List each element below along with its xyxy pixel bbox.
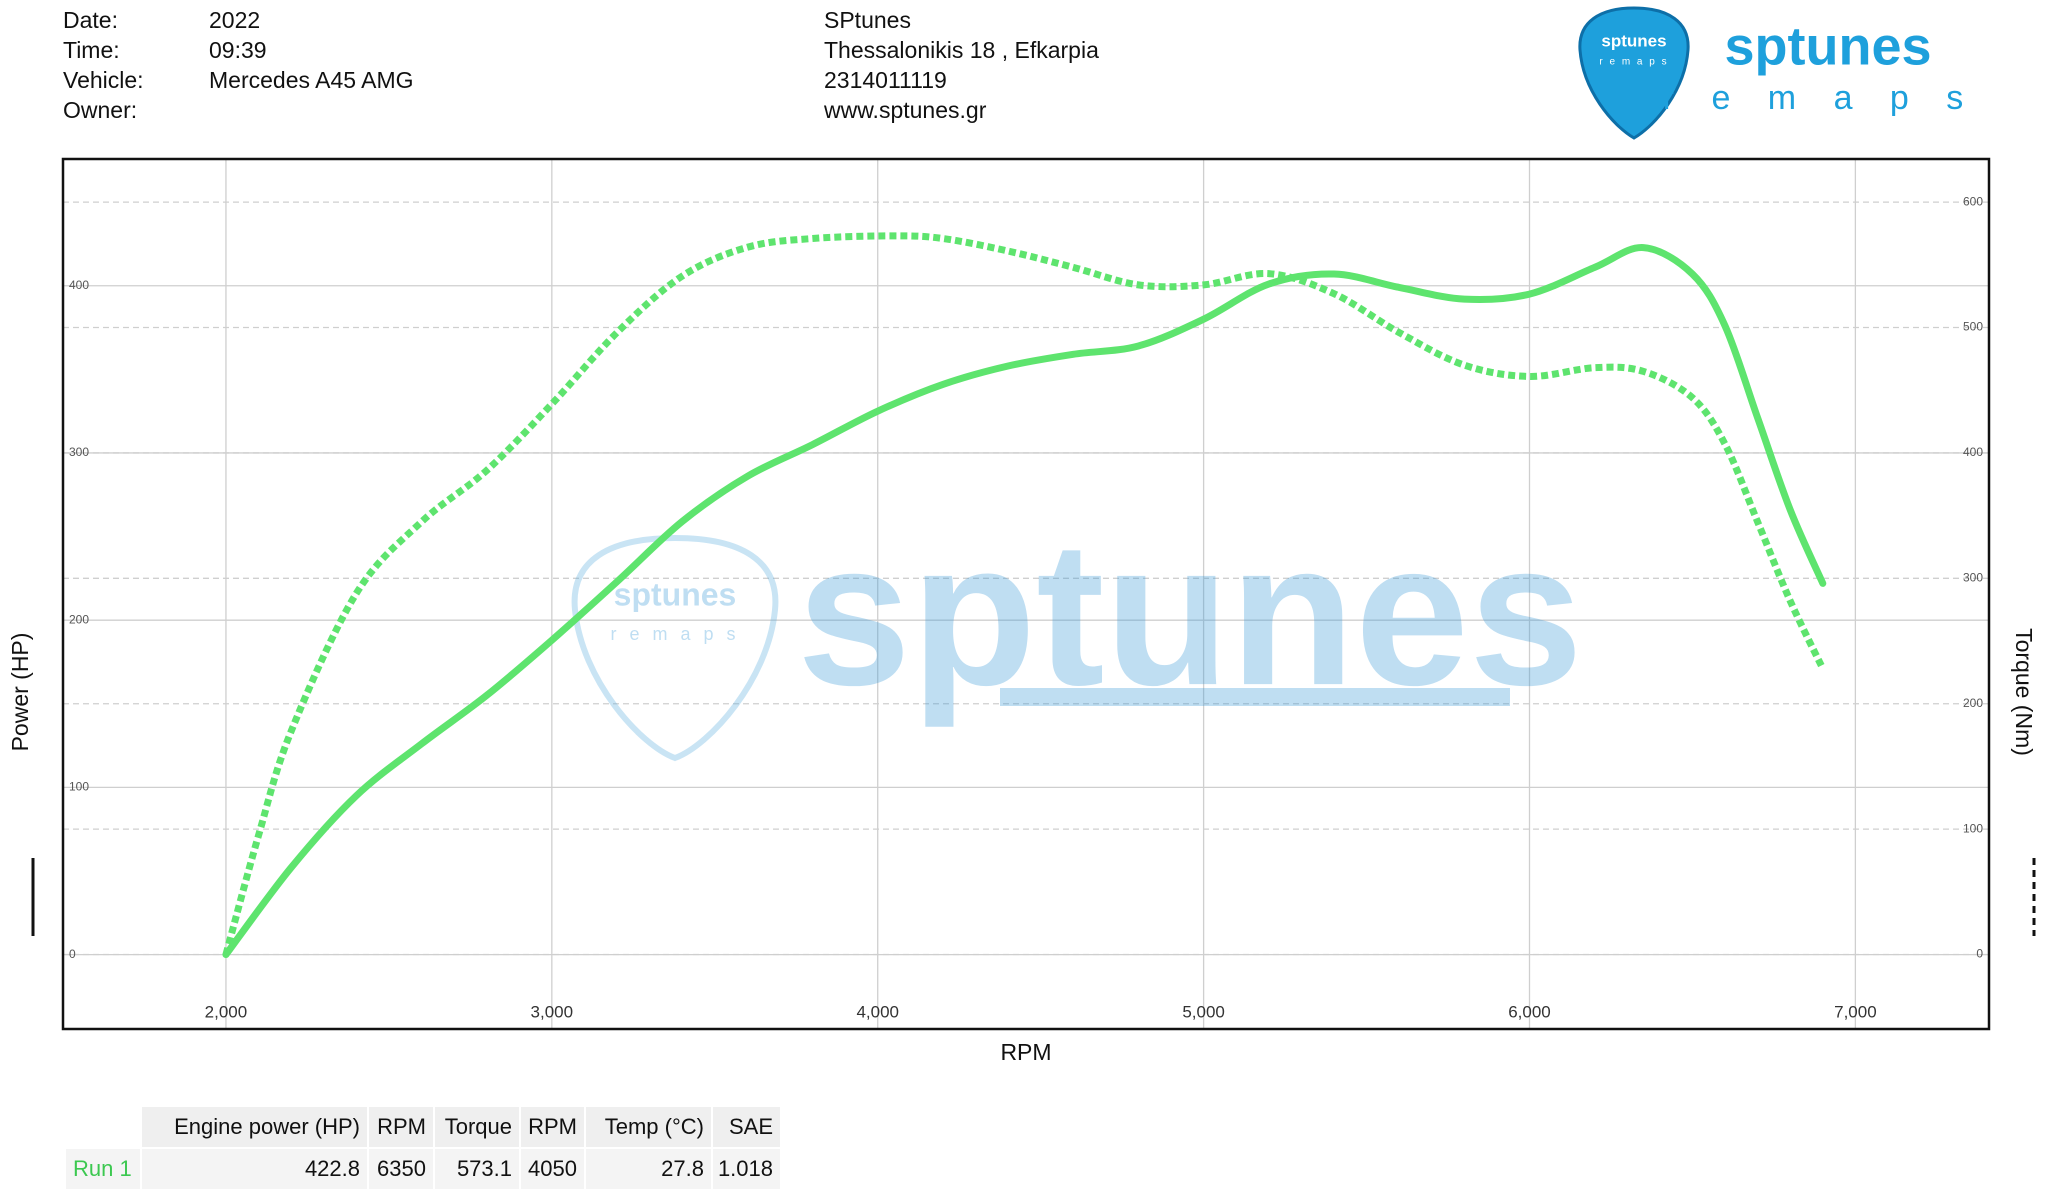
company-line: www.sptunes.gr (823, 97, 987, 123)
table-value: 6350 (377, 1156, 426, 1181)
header-label: Vehicle: (63, 67, 144, 93)
watermark-tagline: r e m a p s (610, 624, 739, 644)
watermark-shield (571, 534, 779, 762)
x-tick-label: 4,000 (856, 1002, 899, 1021)
watermark: sptunes r e m a p s sptunes (571, 499, 1583, 762)
y-tick-label: 100 (69, 780, 89, 794)
x-tick-label: 2,000 (205, 1002, 248, 1021)
table-header-cell (142, 1107, 367, 1147)
watermark-text: sptunes (797, 499, 1583, 728)
y2-axis-title: Torque (Nm) (2011, 628, 2037, 756)
x-tick-label: 7,000 (1834, 1002, 1877, 1021)
y2-tick-label: 100 (1963, 821, 1983, 835)
table-header: Temp (°C) (605, 1114, 704, 1139)
company-line: Thessalonikis 18 , Efkarpia (824, 37, 1099, 63)
y-tick-label: 400 (69, 278, 89, 292)
table-cell (713, 1149, 780, 1189)
table-cell (435, 1149, 519, 1189)
table-cell (369, 1149, 433, 1189)
table-header: RPM (528, 1114, 577, 1139)
run-name: Run 1 (73, 1156, 132, 1181)
y2-tick-label: 200 (1963, 696, 1983, 710)
table-header: SAE (729, 1114, 773, 1139)
table-header-cell (713, 1107, 780, 1147)
logo-tagline: r e m a p s (1663, 79, 1978, 117)
logo: sptunes r e m a p s sptunes r e m a p s (1578, 6, 1978, 140)
logo-shield-name: sptunes (1601, 31, 1666, 50)
table-cell (142, 1149, 367, 1189)
x-tick-label: 3,000 (531, 1002, 574, 1021)
table-value: 573.1 (457, 1156, 512, 1181)
watermark-underline (1000, 688, 1510, 706)
header-label: Time: (63, 37, 120, 63)
table-value: 422.8 (305, 1156, 360, 1181)
plot (63, 159, 1989, 1029)
table-value: 27.8 (661, 1156, 704, 1181)
header-value: Mercedes A45 AMG (209, 67, 414, 93)
table-cell (66, 1149, 140, 1189)
x-tick-label: 5,000 (1182, 1002, 1225, 1021)
watermark-name: sptunes (614, 576, 737, 612)
header-label: Owner: (63, 97, 137, 123)
series-line (222, 232, 1826, 956)
table-value: 1.018 (718, 1156, 773, 1181)
table-header-cell (369, 1107, 433, 1147)
header-label: Date: (63, 7, 118, 33)
logo-name: sptunes (1724, 16, 1931, 76)
header-value: 2022 (209, 7, 260, 33)
y2-tick-label: 0 (1976, 947, 1983, 961)
y-tick-label: 300 (69, 445, 89, 459)
x-tick-label: 6,000 (1508, 1002, 1551, 1021)
header-value: 09:39 (209, 37, 267, 63)
series-line (222, 244, 1827, 959)
y2-tick-label: 600 (1963, 194, 1983, 208)
y2-tick-label: 300 (1963, 570, 1983, 584)
y-tick-label: 200 (69, 612, 89, 626)
plot-frame (61, 157, 1991, 1031)
table-header: Engine power (HP) (174, 1114, 360, 1139)
company-line: 2314011119 (824, 67, 947, 93)
company-line: SPtunes (824, 7, 911, 33)
table-cell (586, 1149, 711, 1189)
y2-tick-label: 500 (1963, 320, 1983, 334)
table-value: 4050 (528, 1156, 577, 1181)
y-tick-label: 0 (69, 947, 76, 961)
y-axis-title: Power (HP) (7, 633, 33, 752)
x-axis-title: RPM (1000, 1039, 1051, 1065)
logo-shield (1578, 6, 1690, 140)
table-cell (521, 1149, 584, 1189)
y2-tick-label: 400 (1963, 445, 1983, 459)
table-header-cell (521, 1107, 584, 1147)
table-header-cell (435, 1107, 519, 1147)
logo-shield-tagline: r e m a p s (1599, 57, 1668, 68)
table-header: RPM (377, 1114, 426, 1139)
table-header: Torque (445, 1114, 512, 1139)
table-header-cell (586, 1107, 711, 1147)
